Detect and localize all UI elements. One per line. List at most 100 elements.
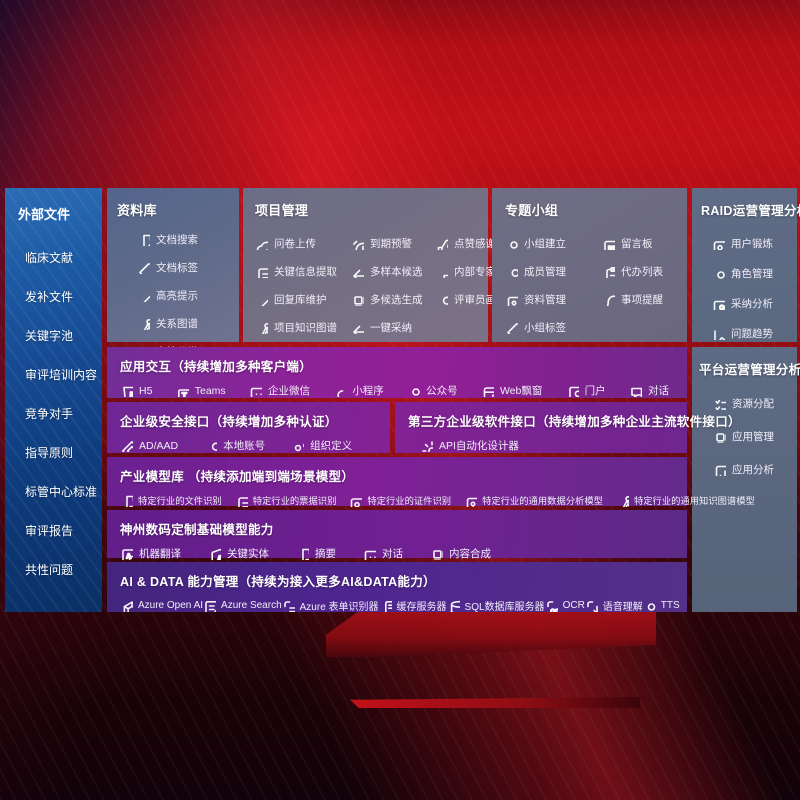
topic-item: 代办列表 bbox=[602, 264, 679, 279]
item-label: SQL数据库服务器 bbox=[464, 602, 545, 613]
item-label: 资料管理 bbox=[524, 294, 566, 306]
enterprise-security-panel: 企业级安全接口（持续增加多种认证） AD/AAD 本地账号 组织定义 bbox=[107, 402, 390, 453]
base-model-item: 对话 bbox=[363, 546, 403, 561]
raid-item: 采纳分析 bbox=[712, 296, 797, 311]
platform-analysis-panel: 平台运营管理分析 资源分配 应用管理 应用分析 bbox=[692, 347, 800, 612]
client-item: 企业微信 bbox=[249, 383, 310, 398]
sidebar-item-common-issues: 共性问题 bbox=[25, 563, 74, 577]
background-monitor-shape bbox=[326, 611, 656, 657]
base-model-capability-row: 神州数码定制基础模型能力 机器翻译 关键实体 摘要 对话 内容合成 bbox=[107, 510, 687, 561]
industry-model-item: 特定行业的通用知识图谱模型 bbox=[616, 493, 755, 507]
industry-model-item: 特定行业的文件识别 bbox=[120, 493, 222, 507]
sidebar-item-clinical-literature: 临床文献 bbox=[25, 251, 74, 265]
industry-model-library-row: 产业模型库 （持续添加端到端场景模型） 特定行业的文件识别 特定行业的票据识别 … bbox=[107, 457, 755, 507]
teams-icon bbox=[177, 388, 189, 397]
item-label: 小组建立 bbox=[524, 238, 566, 250]
ai-data-capability-row: AI & DATA 能力管理（持续为接入更多AI&DATA能力） Azure O… bbox=[107, 562, 687, 613]
knowledge-graph-icon bbox=[139, 318, 150, 330]
item-label: 问卷上传 bbox=[274, 238, 316, 250]
bbs-icon bbox=[604, 240, 615, 250]
security-item: 本地账号 bbox=[204, 438, 265, 453]
official-account-icon bbox=[409, 388, 421, 397]
data-analysis-model-icon bbox=[466, 497, 478, 507]
sidebar-item-keyword-pool: 关键字池 bbox=[25, 329, 74, 343]
panel-title: 外部文件 bbox=[18, 207, 71, 222]
item-label: 摘要 bbox=[315, 548, 336, 560]
alarm-icon bbox=[353, 240, 364, 250]
third-party-item: API自动化设计器 bbox=[420, 438, 519, 453]
panel-title: RAID运营管理分析 bbox=[701, 204, 800, 218]
industry-model-item: 特定行业的通用数据分析模型 bbox=[464, 493, 603, 507]
reply-arrow-icon bbox=[353, 269, 364, 278]
library-item: 文档标签 bbox=[137, 258, 239, 276]
item-label: 小程序 bbox=[352, 385, 384, 397]
item-label: 特定行业的文件识别 bbox=[138, 496, 222, 506]
item-label: 特定行业的票据识别 bbox=[252, 496, 337, 506]
ranking-icon bbox=[436, 274, 448, 278]
topic-item: 资料管理 bbox=[505, 292, 602, 307]
org-define-icon bbox=[293, 442, 305, 452]
topic-item: 小组标签 bbox=[505, 320, 602, 335]
library-item: 关系图谱 bbox=[137, 314, 239, 332]
app-manage-icon bbox=[716, 433, 726, 443]
invoice-recognize-icon bbox=[237, 496, 248, 507]
portal-icon bbox=[568, 386, 579, 397]
panel-title: 项目管理 bbox=[255, 203, 309, 218]
item-label: 高亮提示 bbox=[156, 289, 198, 302]
item-label: 代办列表 bbox=[621, 266, 663, 278]
adopt-arrow-icon bbox=[353, 325, 364, 334]
project-item: 回复库维护 bbox=[255, 292, 351, 307]
topic-item: 小组建立 bbox=[505, 236, 602, 251]
item-label: 文档标签 bbox=[156, 261, 198, 274]
project-item: 一键采纳 bbox=[351, 320, 435, 335]
item-label: 门户 bbox=[584, 385, 606, 397]
ai-data-item: OCR bbox=[545, 599, 585, 612]
sidebar-item-guidelines: 指导原则 bbox=[25, 446, 74, 460]
user-card-icon bbox=[713, 241, 725, 250]
miniprogram-icon bbox=[337, 390, 347, 397]
client-item: H5 bbox=[120, 384, 152, 397]
ai-data-item: SQL数据库服务器 bbox=[447, 598, 545, 613]
cloud-upload-icon bbox=[256, 241, 268, 250]
topic-item: 事项提醒 bbox=[602, 292, 679, 307]
item-label: 关键信息提取 bbox=[274, 266, 337, 278]
item-label: Azure Search bbox=[221, 600, 282, 611]
qa-chat-icon bbox=[713, 300, 725, 310]
api-gear-icon bbox=[422, 441, 433, 452]
raid-item: 角色管理 bbox=[712, 266, 797, 281]
project-item: 项目知识图谱 bbox=[255, 320, 351, 335]
app-interaction-row: 应用交互（持续增加多种客户端） H5 Teams 企业微信 小程序 公众号 We… bbox=[107, 347, 687, 398]
local-account-icon bbox=[208, 442, 218, 452]
project-item: 问卷上传 bbox=[255, 236, 351, 251]
client-item: 小程序 bbox=[333, 383, 384, 398]
project-item: 到期预警 bbox=[351, 236, 435, 251]
item-label: Teams bbox=[194, 384, 226, 397]
web-window-icon bbox=[483, 387, 494, 397]
person-icon bbox=[438, 296, 448, 306]
item-label: 机器翻译 bbox=[139, 548, 181, 560]
topic-group-panel: 专题小组 小组建立 留言板 成员管理 代办列表 资料管理 事项提醒 小组标签 bbox=[492, 188, 687, 342]
row-title: 第三方企业级软件接口（持续增加多种企业主流软件接口） bbox=[408, 415, 741, 429]
item-label: 事项提醒 bbox=[621, 294, 663, 306]
pencil-icon bbox=[258, 296, 268, 306]
item-label: 组织定义 bbox=[310, 440, 353, 452]
speech-understand-icon bbox=[586, 601, 598, 612]
item-label: 企业微信 bbox=[268, 385, 310, 397]
item-label: 特定行业的证件识别 bbox=[367, 496, 452, 506]
resource-list-icon bbox=[715, 399, 726, 410]
dialog-icon bbox=[631, 387, 642, 397]
thumbs-up-icon bbox=[437, 239, 448, 250]
item-label: TTS bbox=[660, 600, 680, 611]
item-label: 多样本候选 bbox=[370, 266, 423, 278]
platform-item: 应用管理 bbox=[713, 429, 797, 444]
item-label: 一键采纳 bbox=[370, 322, 412, 334]
item-label: 关键实体 bbox=[227, 548, 269, 560]
trend-chart-icon bbox=[714, 330, 725, 340]
item-label: 采纳分析 bbox=[731, 298, 773, 310]
item-label: API自动化设计器 bbox=[439, 440, 519, 452]
item-label: 问题趋势 bbox=[731, 328, 773, 340]
item-label: 用户锻炼 bbox=[731, 238, 773, 250]
library-item: 文档搜索 bbox=[137, 230, 239, 248]
item-label: 成员管理 bbox=[524, 266, 566, 278]
knowledge-graph-icon bbox=[256, 322, 268, 334]
